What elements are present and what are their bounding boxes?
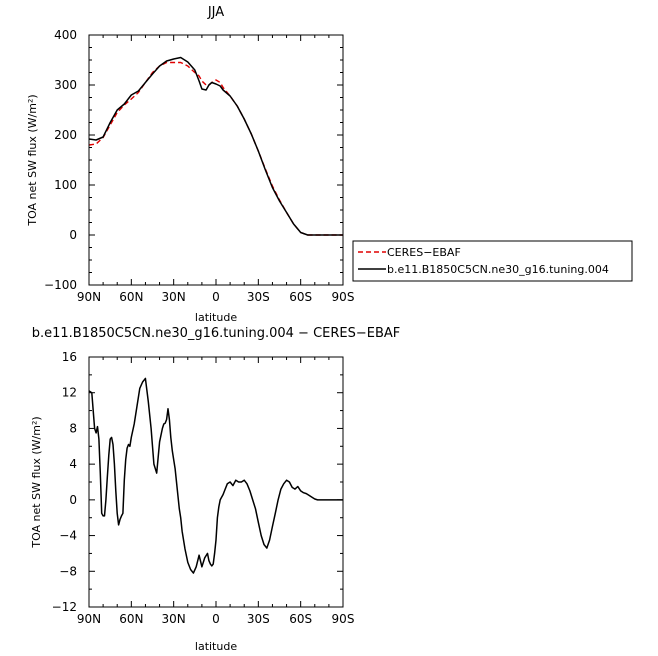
- panel-2-y-axis-label: TOA net SW flux (W/m²): [30, 416, 43, 548]
- panel-1-x-tick-label: 60N: [119, 290, 143, 304]
- legend-box: [352, 240, 633, 282]
- panel-2-x-tick-label: 0: [212, 612, 220, 626]
- panel-1-series-lines: [88, 56, 343, 236]
- panel-1-y-axis-label: TOA net SW flux (W/m²): [26, 94, 39, 226]
- panel-2-y-tick-label: 16: [62, 350, 77, 364]
- panel-2-ticks: 90N 60N 30N 0 30S 60S 90S −12 −8 −4 0 4 8 12 16: [52, 350, 355, 626]
- panel-1-ticks: 90N 60N 30N 0 30S 60S 90S −100 0 100 200 300 400: [44, 28, 354, 304]
- panel-2-y-tick-label: 12: [62, 386, 77, 400]
- panel-2-series-lines: [88, 377, 343, 574]
- panel-1-x-tick-label: 0: [212, 290, 220, 304]
- panel-2-frame: [88, 356, 344, 608]
- legend: CERES−EBAF b.e11.B1850C5CN.ne30_g16.tuni…: [352, 240, 633, 282]
- climatology-panel: JJA TOA net SW flux (W/m²) latitude 90N 6…: [26, 5, 633, 324]
- panel-1-series-line-1: [88, 61, 343, 236]
- panel-1-y-tick-label: 200: [54, 128, 77, 142]
- panel-1-y-tick-label: 100: [54, 178, 77, 192]
- panel-2-x-tick-label: 60S: [289, 612, 312, 626]
- panel-2-y-tick-label: −12: [52, 600, 77, 614]
- panel-2-x-tick-label: 30N: [162, 612, 186, 626]
- panel-1-y-tick-label: 300: [54, 78, 77, 92]
- panel-2-x-axis-label: latitude: [195, 640, 237, 653]
- panel-1-x-tick-label: 90N: [77, 290, 101, 304]
- panel-2-y-tick-label: 4: [69, 457, 77, 471]
- panel-1-y-tick-label: 0: [69, 228, 77, 242]
- panel-2-x-tick-label: 30S: [247, 612, 270, 626]
- panel-2-x-tick-label: 60N: [119, 612, 143, 626]
- panel-2-x-tick-label: 90S: [332, 612, 355, 626]
- panel-1-series-line-2: [88, 56, 343, 236]
- panel-2-x-tick-label: 90N: [77, 612, 101, 626]
- panel-1-frame: [88, 34, 344, 286]
- legend-label-model: b.e11.B1850C5CN.ne30_g16.tuning.004: [387, 263, 609, 276]
- panel-1-x-tick-label: 60S: [289, 290, 312, 304]
- panel-1-y-tick-label: −100: [44, 278, 77, 292]
- panel-1-x-tick-label: 30S: [247, 290, 270, 304]
- panel-2-y-tick-label: −4: [59, 529, 77, 543]
- panel-2-series-line-1: [88, 377, 343, 574]
- panel-1-y-tick-label: 400: [54, 28, 77, 42]
- difference-panel: b.e11.B1850C5CN.ne30_g16.tuning.004 − CE…: [30, 326, 400, 653]
- panel-1-x-axis-label: latitude: [195, 311, 237, 324]
- panel-2-y-tick-label: 0: [69, 493, 77, 507]
- panel-1-title: JJA: [207, 5, 224, 20]
- panel-1-x-tick-label: 30N: [162, 290, 186, 304]
- panel-2-title: b.e11.B1850C5CN.ne30_g16.tuning.004 − CE…: [32, 326, 401, 341]
- panel-2-y-tick-label: −8: [59, 564, 77, 578]
- legend-label-ceres: CERES−EBAF: [387, 246, 461, 259]
- panel-1-x-tick-label: 90S: [332, 290, 355, 304]
- panel-2-y-tick-label: 8: [69, 421, 77, 435]
